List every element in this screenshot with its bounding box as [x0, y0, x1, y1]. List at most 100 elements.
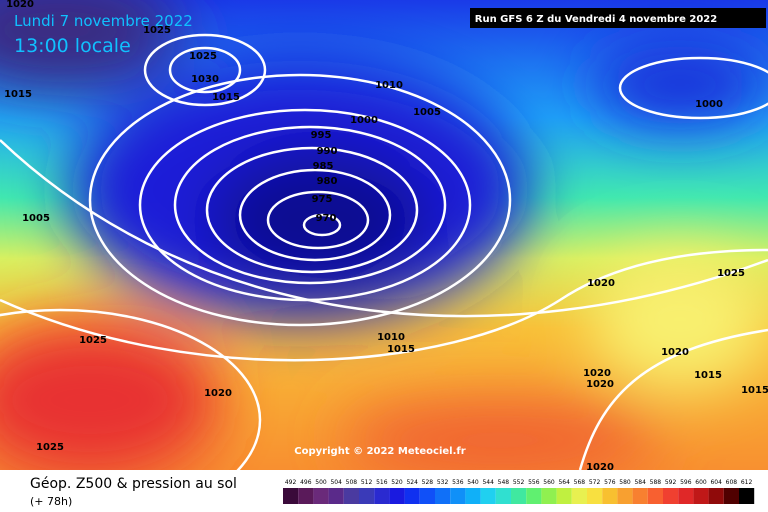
copyright: Copyright © 2022 Meteociel.fr: [294, 446, 465, 457]
legend-swatch: [298, 488, 314, 504]
legend-label: 564: [558, 479, 570, 486]
legend-swatch: [419, 488, 435, 504]
legend-label: 588: [650, 479, 662, 486]
isobar-label: 1010: [375, 80, 403, 91]
legend-swatch: [374, 488, 390, 504]
legend-label: 492: [285, 479, 297, 486]
legend-swatch: [617, 488, 633, 504]
legend-label: 504: [330, 479, 342, 486]
run-info: Run GFS 6 Z du Vendredi 4 novembre 2022: [475, 14, 717, 25]
legend-swatch: [647, 488, 663, 504]
isobar-label: 1015: [212, 92, 240, 103]
legend-label: 496: [300, 479, 312, 486]
legend-swatch: [708, 488, 724, 504]
legend-label: 580: [619, 479, 631, 486]
isobar-label: 1020: [586, 462, 614, 473]
isobar-label: 1020: [661, 347, 689, 358]
legend-swatch: [328, 488, 344, 504]
legend-swatch: [739, 488, 755, 504]
legend-swatch: [723, 488, 739, 504]
legend-label: 528: [422, 479, 434, 486]
legend-swatch: [313, 488, 329, 504]
legend-swatch: [404, 488, 420, 504]
date: Lundi 7 novembre 2022: [14, 12, 193, 30]
isobar-label: 1020: [587, 278, 615, 289]
legend-swatch: [602, 488, 618, 504]
legend-swatch: [526, 488, 542, 504]
legend-label: 520: [391, 479, 403, 486]
isobar-label: 975: [312, 194, 333, 205]
legend-label: 612: [741, 479, 753, 486]
isobar-label: 1025: [143, 25, 171, 36]
legend-label: 552: [513, 479, 525, 486]
isobar-label: 1025: [189, 51, 217, 62]
legend-swatch: [283, 488, 299, 504]
isobar-label: 970: [316, 213, 337, 224]
legend: 492 496 500 504 508 512 516 520 524 528 532 536 540 5…: [283, 479, 755, 504]
legend-label: 540: [467, 479, 479, 486]
isobar-label: 1025: [717, 268, 745, 279]
legend-label: 508: [346, 479, 358, 486]
legend-swatch: [663, 488, 679, 504]
legend-swatch: [541, 488, 557, 504]
legend-swatch: [511, 488, 527, 504]
legend-label: 556: [528, 479, 540, 486]
isobar-label: 995: [311, 130, 332, 141]
legend-label: 516: [376, 479, 388, 486]
isobar-label: 990: [317, 146, 338, 157]
legend-label: 500: [315, 479, 327, 486]
legend-label: 568: [574, 479, 586, 486]
isobar-label: 1025: [36, 442, 64, 453]
legend-label: 524: [406, 479, 418, 486]
legend-swatch: [632, 488, 648, 504]
isobar-label: 1000: [350, 115, 378, 126]
legend-swatch: [678, 488, 694, 504]
time: 13:00 locale: [14, 35, 131, 57]
legend-label: 572: [589, 479, 601, 486]
header: Lundi 7 novembre 2022 13:00 locale Run G…: [14, 8, 766, 57]
isobar-label: 1030: [191, 74, 219, 85]
legend-label: 604: [710, 479, 722, 486]
isobar-label: 1015: [4, 89, 32, 100]
legend-swatch: [495, 488, 511, 504]
legend-label: 596: [680, 479, 692, 486]
footer-subtitle: (+ 78h): [30, 495, 72, 508]
isobar-label: 985: [313, 161, 334, 172]
isobar-label: 1020: [204, 388, 232, 399]
legend-swatch: [465, 488, 481, 504]
isobars: [0, 33, 768, 512]
legend-swatch: [359, 488, 375, 504]
legend-label: 512: [361, 479, 373, 486]
isobar-label: 1015: [741, 385, 768, 396]
legend-swatch: [435, 488, 451, 504]
isobar-label: 1000: [695, 99, 723, 110]
footer-title: Géop. Z500 & pression au sol: [30, 476, 237, 492]
legend-swatch: [450, 488, 466, 504]
legend-label: 576: [604, 479, 616, 486]
isobar-label: 980: [317, 176, 338, 187]
legend-swatch: [343, 488, 359, 504]
legend-swatch: [587, 488, 603, 504]
legend-label: 548: [498, 479, 510, 486]
legend-swatch: [480, 488, 496, 504]
isobar-label: 1015: [387, 344, 415, 355]
legend-label: 600: [695, 479, 707, 486]
legend-label: 592: [665, 479, 677, 486]
legend-label: 536: [452, 479, 464, 486]
isobar-label: 1005: [22, 213, 50, 224]
legend-swatch: [693, 488, 709, 504]
legend-label: 608: [726, 479, 738, 486]
legend-label: 584: [634, 479, 646, 486]
legend-label: 544: [482, 479, 494, 486]
isobar-label: 1015: [694, 370, 722, 381]
legend-swatch: [389, 488, 405, 504]
isobar-label: 1025: [79, 335, 107, 346]
legend-swatch: [556, 488, 572, 504]
map-background: [0, 0, 768, 480]
legend-label: 560: [543, 479, 555, 486]
isobar-label: 1005: [413, 107, 441, 118]
legend-label: 532: [437, 479, 449, 486]
isobar-label: 1020: [583, 368, 611, 379]
legend-swatch: [571, 488, 587, 504]
